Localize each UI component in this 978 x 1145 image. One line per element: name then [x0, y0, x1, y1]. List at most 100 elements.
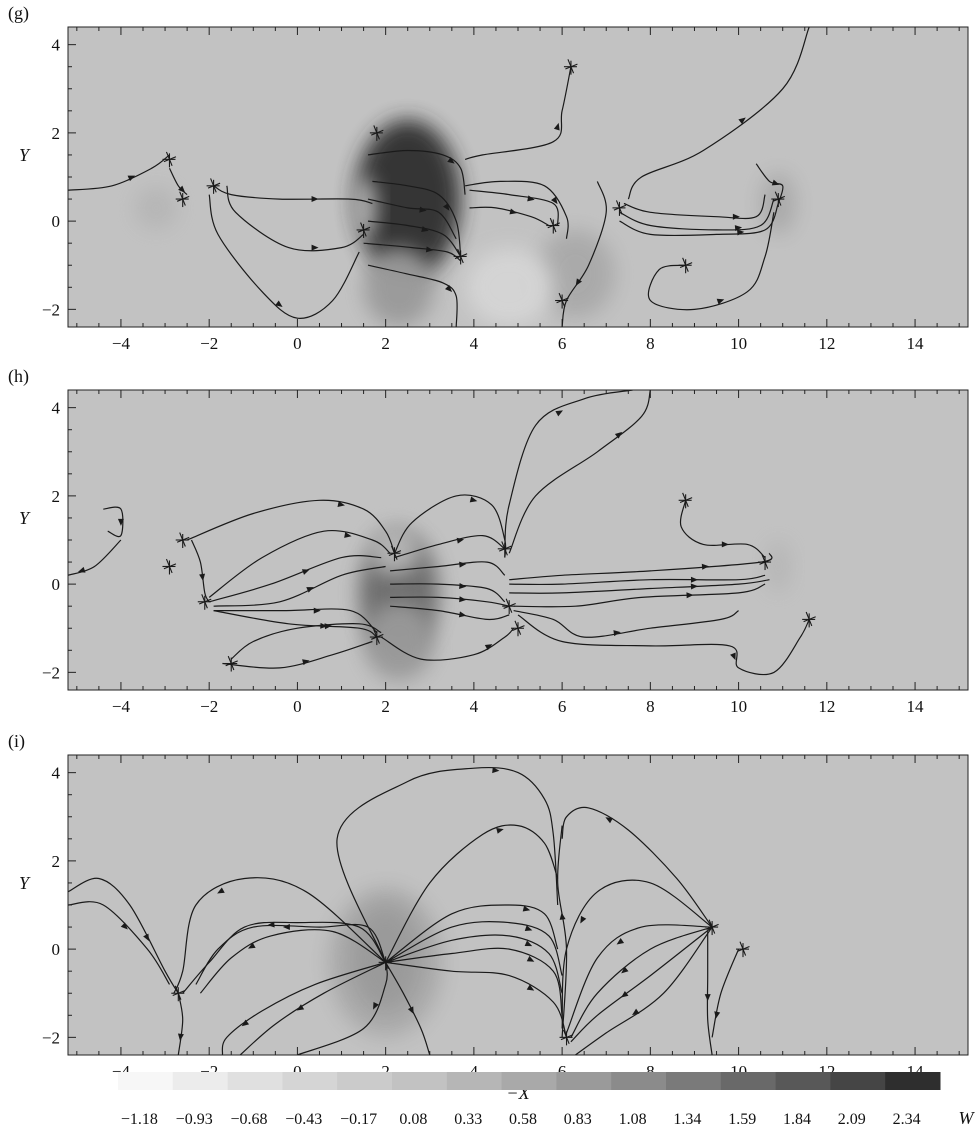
streamline	[385, 904, 559, 963]
contour-blob	[134, 185, 179, 230]
streamline	[679, 500, 766, 559]
streamline-arrow	[605, 817, 613, 824]
streamline	[372, 180, 462, 257]
streamline	[561, 181, 607, 327]
critical-point-star	[162, 558, 177, 575]
critical-point-star	[612, 200, 627, 216]
streamline-arrow	[324, 623, 332, 630]
streamline-arrow	[509, 208, 517, 215]
streamline-arrow	[721, 541, 729, 548]
streamline	[68, 154, 170, 191]
y-tick-label: 2	[52, 124, 61, 143]
streamline-arrow	[522, 905, 531, 912]
streamline	[575, 926, 713, 1055]
streamline	[513, 583, 766, 608]
colorbar-swatch	[337, 1072, 393, 1090]
contour-blob	[363, 601, 435, 682]
colorbar-swatch	[392, 1072, 448, 1090]
streamline-arrow	[373, 1001, 379, 1010]
streamline	[385, 934, 563, 994]
streamline	[199, 929, 386, 994]
colorbar-level-label: 2.34	[893, 1111, 921, 1128]
colorbar-swatch	[666, 1072, 722, 1090]
x-tick-label: 2	[381, 334, 390, 353]
streamline-arrow	[282, 924, 290, 931]
streamline	[623, 194, 766, 220]
colorbar-swatch	[118, 1072, 174, 1090]
streamlines	[68, 766, 740, 1055]
x-tick-label: 10	[730, 697, 747, 716]
x-tick-label: 12	[818, 334, 835, 353]
streamline-arrow	[732, 213, 740, 220]
colorbar-swatch	[227, 1072, 283, 1090]
critical-point-star	[559, 1029, 574, 1046]
streamline	[711, 948, 740, 1038]
streamline-arrow	[526, 984, 535, 991]
streamline	[208, 194, 360, 319]
critical-point-star	[502, 598, 516, 615]
streamline-arrow	[337, 501, 345, 507]
streamline	[230, 623, 382, 660]
critical-point-star	[369, 125, 384, 141]
streamline-arrow	[459, 561, 467, 568]
critical-point-star	[771, 191, 785, 208]
critical-points	[171, 919, 750, 1046]
streamline-arrow	[553, 122, 560, 131]
y-tick-label: 4	[52, 36, 61, 55]
x-tick-label: −2	[200, 334, 218, 353]
streamline-arrow	[178, 185, 186, 193]
streamline-arrow	[120, 922, 128, 930]
streamline-arrow	[456, 537, 465, 544]
y-tick-label: 0	[52, 940, 61, 959]
streamline-arrow	[447, 157, 455, 164]
streamline	[509, 579, 770, 594]
streamline	[465, 180, 569, 239]
streamlines	[68, 390, 810, 676]
x-tick-label: 2	[381, 697, 390, 716]
streamline-arrow	[613, 630, 621, 637]
colorbar-swatch	[775, 1072, 831, 1090]
panel-label: (i)	[8, 731, 25, 752]
streamline	[380, 627, 515, 661]
critical-point-star	[378, 954, 393, 971]
colorbar-swatch	[282, 1072, 338, 1090]
colorbar-title: W	[959, 1108, 976, 1128]
streamline-arrow	[621, 966, 629, 974]
streamline-arrow	[575, 278, 582, 286]
panel-label: (g)	[8, 3, 29, 24]
streamline	[222, 640, 373, 669]
streamline-arrow	[559, 912, 566, 920]
colorbar-level-label: −0.68	[230, 1111, 267, 1128]
streamline-arrow	[496, 827, 504, 834]
streamline	[627, 27, 810, 200]
streamline	[68, 539, 122, 576]
streamline-arrow	[311, 244, 319, 251]
critical-point-star	[802, 611, 816, 628]
streamline-arrow	[177, 1033, 184, 1041]
streamline-arrow	[407, 1006, 414, 1015]
colorbar-swatch	[172, 1072, 229, 1090]
critical-point-star	[497, 541, 512, 557]
streamline-arrow	[614, 431, 623, 439]
streamline-arrow	[690, 576, 698, 583]
critical-point-star	[171, 985, 185, 1002]
critical-point-star	[511, 620, 525, 637]
colorbar-level-label: 0.33	[454, 1111, 482, 1128]
y-tick-label: 0	[52, 575, 61, 594]
x-tick-label: 6	[558, 697, 567, 716]
streamline-arrow	[419, 206, 427, 213]
x-tick-label: 2	[381, 1062, 390, 1081]
y-tick-label: 2	[52, 852, 61, 871]
x-tick-label: 0	[293, 697, 302, 716]
colorbar-level-label: −0.93	[176, 1111, 213, 1128]
streamline	[561, 879, 713, 1029]
y-axis-label: Y	[19, 145, 31, 165]
critical-point-star	[563, 59, 578, 75]
streamline-arrow	[580, 915, 587, 924]
streamline	[390, 561, 506, 576]
streamline-arrow	[527, 195, 535, 202]
streamline-arrow	[616, 938, 625, 945]
streamline-arrow	[459, 596, 467, 603]
x-tick-label: 8	[646, 1062, 655, 1081]
streamline	[367, 264, 458, 327]
